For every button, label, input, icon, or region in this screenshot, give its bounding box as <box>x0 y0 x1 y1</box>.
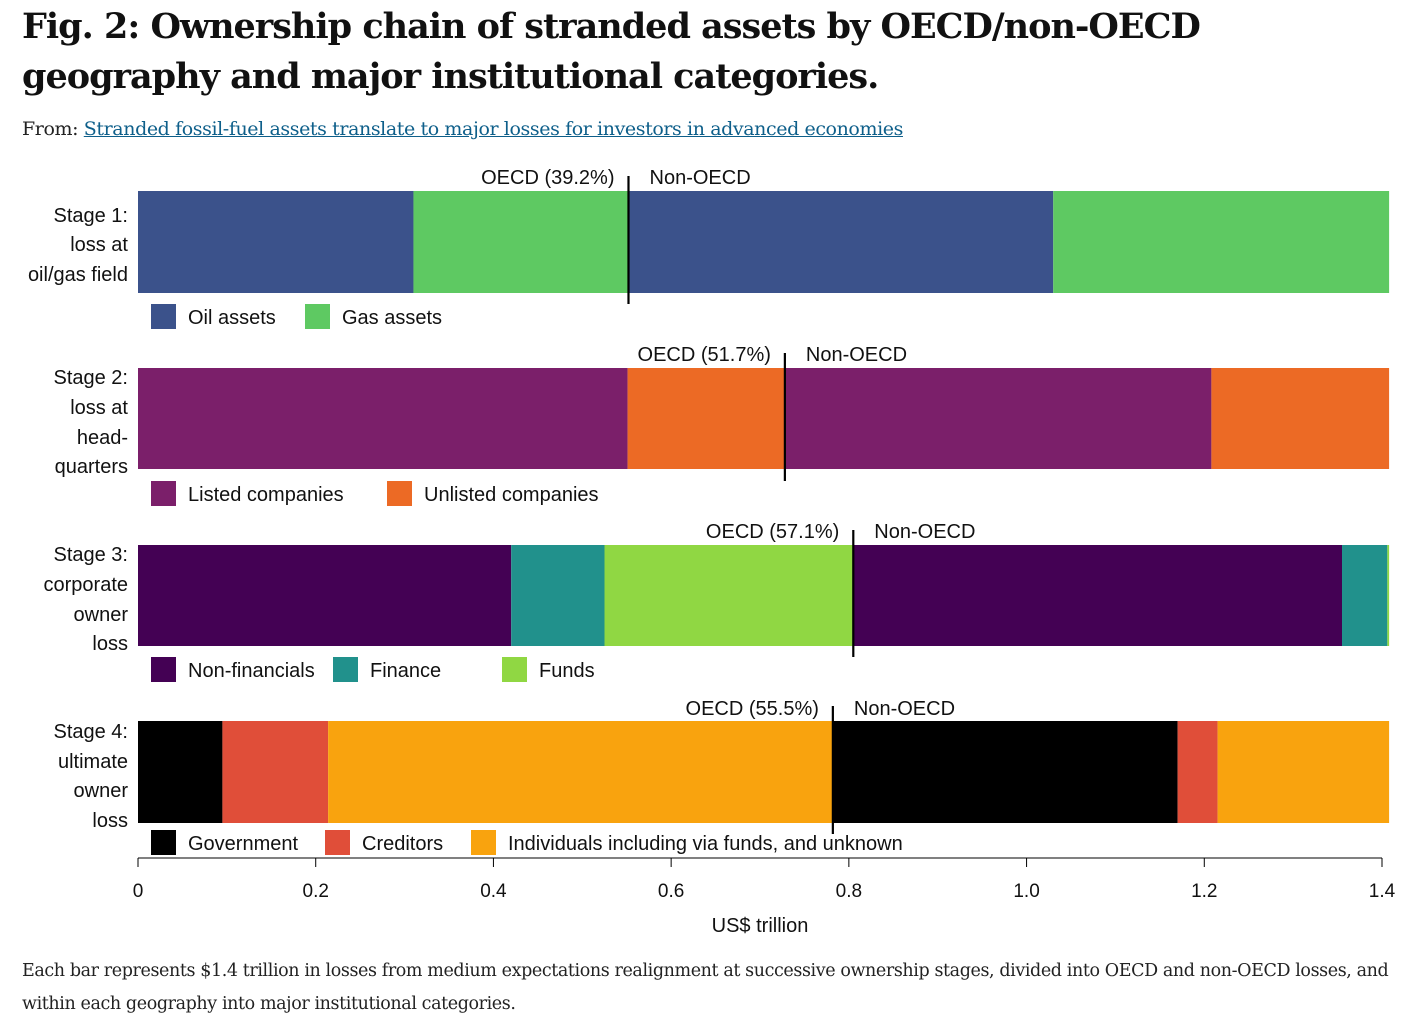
stage-3-segment-1 <box>138 545 512 646</box>
stage-4-legend-swatch-1 <box>151 830 176 855</box>
stage-2-label-line-1: Stage 2: <box>53 367 128 389</box>
stage-2-non-oecd-label: Non-OECD <box>806 344 907 366</box>
stage-2-oecd-label: OECD (51.7%) <box>638 344 771 366</box>
stage-3-segment-4 <box>853 545 1343 646</box>
figure-caption: Each bar represents $1.4 trillion in los… <box>22 961 1389 1014</box>
stage-3-label-line-4: loss <box>92 633 128 655</box>
x-axis-title: US$ trillion <box>712 915 809 937</box>
stage-1-segment-1 <box>138 191 414 293</box>
stage-3-legend-swatch-1 <box>151 657 176 682</box>
stage-1-segment-3 <box>628 191 1054 293</box>
x-tick-label-5: 1.0 <box>1013 881 1039 902</box>
stage-3-legend-label-2: Finance <box>370 660 441 682</box>
x-tick-label-7: 1.4 <box>1369 881 1396 902</box>
stage-4-legend-label-1: Government <box>188 833 298 855</box>
stage-1-legend-swatch-2 <box>305 304 330 329</box>
stage-4-segment-2 <box>222 721 329 823</box>
stage-4-legend-label-2: Creditors <box>362 833 443 855</box>
stage-2-legend-swatch-1 <box>151 481 176 506</box>
source-article-link[interactable]: Stranded fossil-fuel assets translate to… <box>83 118 904 140</box>
stage-3-legend-label-1: Non-financials <box>188 660 315 682</box>
stage-3-segment-5 <box>1342 545 1388 646</box>
stage-2-segment-3 <box>784 368 1212 469</box>
stage-4-segment-1 <box>138 721 223 823</box>
stage-4-legend-swatch-2 <box>325 830 350 855</box>
stage-2-segment-4 <box>1211 368 1390 469</box>
stage-4-label-line-2: ultimate <box>58 751 128 773</box>
stage-2-label-line-3: head- <box>77 427 128 449</box>
stage-2-segment-2 <box>627 368 785 469</box>
stage-3-label-line-2: corporate <box>44 574 129 596</box>
from-label: From: <box>22 118 79 140</box>
stage-4-segment-3 <box>328 721 833 823</box>
stage-2-label-line-4: quarters <box>55 456 128 478</box>
stage-1-segment-2 <box>413 191 629 293</box>
figure-title: Fig. 2: Ownership chain of stranded asse… <box>22 6 1201 97</box>
stage-1-segment-4 <box>1053 191 1390 293</box>
stage-4-segment-5 <box>1177 721 1218 823</box>
stage-3-non-oecd-label: Non-OECD <box>874 521 975 543</box>
stage-1-label-line-2: loss at <box>70 234 128 256</box>
stage-2-label-line-2: loss at <box>70 397 128 419</box>
stage-4-label-line-1: Stage 4: <box>53 721 128 743</box>
stage-3-legend-swatch-2 <box>333 657 358 682</box>
source-line: From: Stranded fossil-fuel assets transl… <box>22 118 903 140</box>
stage-3-label-line-3: owner <box>74 604 129 626</box>
stage-1-legend-swatch-1 <box>151 304 176 329</box>
stage-2-legend-label-1: Listed companies <box>188 484 344 506</box>
stage-1-legend-label-2: Gas assets <box>342 307 442 329</box>
stage-1-non-oecd-label: Non-OECD <box>650 167 751 189</box>
stage-3-segment-3 <box>604 545 854 646</box>
x-tick-label-1: 0.2 <box>303 881 329 902</box>
stage-4-legend-label-3: Individuals including via funds, and unk… <box>508 833 903 855</box>
stage-4-segment-4 <box>832 721 1178 823</box>
stage-3-segment-6 <box>1387 545 1390 646</box>
stage-2-legend-label-2: Unlisted companies <box>424 484 599 506</box>
x-tick-label-2: 0.4 <box>480 881 507 902</box>
stage-2-segment-1 <box>138 368 628 469</box>
x-tick-label-3: 0.6 <box>658 881 684 902</box>
stage-1-legend-label-1: Oil assets <box>188 307 276 329</box>
stage-1-label-line-3: oil/gas field <box>28 264 128 286</box>
stage-4-non-oecd-label: Non-OECD <box>854 698 955 720</box>
x-tick-label-6: 1.2 <box>1191 881 1217 902</box>
stage-4-label-line-3: owner <box>74 780 129 802</box>
stage-3-oecd-label: OECD (57.1%) <box>706 521 839 543</box>
x-tick-label-0: 0 <box>133 881 144 902</box>
stage-2-legend-swatch-2 <box>387 481 412 506</box>
stage-4-label-line-4: loss <box>92 810 128 832</box>
stage-4-segment-6 <box>1217 721 1390 823</box>
stage-1-label-line-1: Stage 1: <box>53 205 128 227</box>
stage-3-legend-swatch-3 <box>502 657 527 682</box>
stage-1-oecd-label: OECD (39.2%) <box>481 167 614 189</box>
stage-3-legend-label-3: Funds <box>539 660 595 682</box>
x-tick-label-4: 0.8 <box>836 881 862 902</box>
stage-3-segment-2 <box>511 545 605 646</box>
stage-3-label-line-1: Stage 3: <box>53 544 128 566</box>
stage-4-legend-swatch-3 <box>471 830 496 855</box>
stage-4-oecd-label: OECD (55.5%) <box>686 698 819 720</box>
